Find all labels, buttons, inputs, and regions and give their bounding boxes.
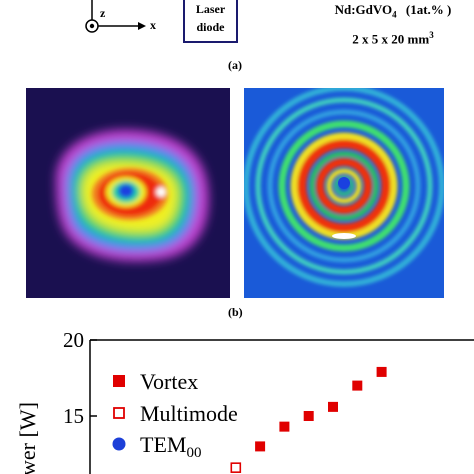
legend-label-multimode: Multimode <box>140 401 238 426</box>
legend-label-vortex: Vortex <box>140 369 198 394</box>
coordinate-axes-icon <box>85 0 146 33</box>
legend-marker-tem <box>112 437 126 451</box>
legend-label-tem: TEM00 <box>140 432 201 461</box>
crystal-dimensions: 2 x 5 x 20 mm <box>352 30 430 46</box>
data-point-vortex <box>376 366 387 377</box>
beam-profile-vortex-image <box>26 88 230 298</box>
data-point-vortex <box>352 380 363 391</box>
axis-z-label: z <box>100 6 106 20</box>
y-tick-label: 15 <box>63 404 84 428</box>
laser-label-line2: diode <box>196 20 225 34</box>
crystal-dimensions-sup: 3 <box>429 29 434 40</box>
data-point-vortex <box>328 401 338 412</box>
beam-profile-multimode-image <box>244 88 444 298</box>
y-tick-label: 20 <box>63 328 84 352</box>
laser-label-line1: Laser <box>195 2 226 16</box>
crystal-formula-sub: 4 <box>392 9 397 20</box>
crystal-doping: (1at.% ) <box>405 2 452 17</box>
crystal-spec: Nd:GdVO4 (1at.% ) 2 x 5 x 20 mm3 <box>318 0 468 49</box>
data-point-vortex <box>279 421 290 432</box>
data-point-vortex <box>303 411 314 421</box>
caption-a: (a) <box>228 58 242 72</box>
power-chart: 15 20 wer [W] Vortex Multimode TEM00 <box>15 328 474 474</box>
caption-b: (b) <box>228 305 243 319</box>
laser-diode-box: Laser diode <box>183 0 238 43</box>
data-point-vortex <box>255 441 266 452</box>
crystal-formula: Nd:GdVO <box>334 2 393 17</box>
y-axis-label: wer [W] <box>15 402 40 474</box>
legend-marker-vortex <box>113 375 125 387</box>
data-point-multimode <box>230 462 242 473</box>
legend-marker-multimode <box>113 407 125 419</box>
axis-x-label: x <box>150 18 156 32</box>
